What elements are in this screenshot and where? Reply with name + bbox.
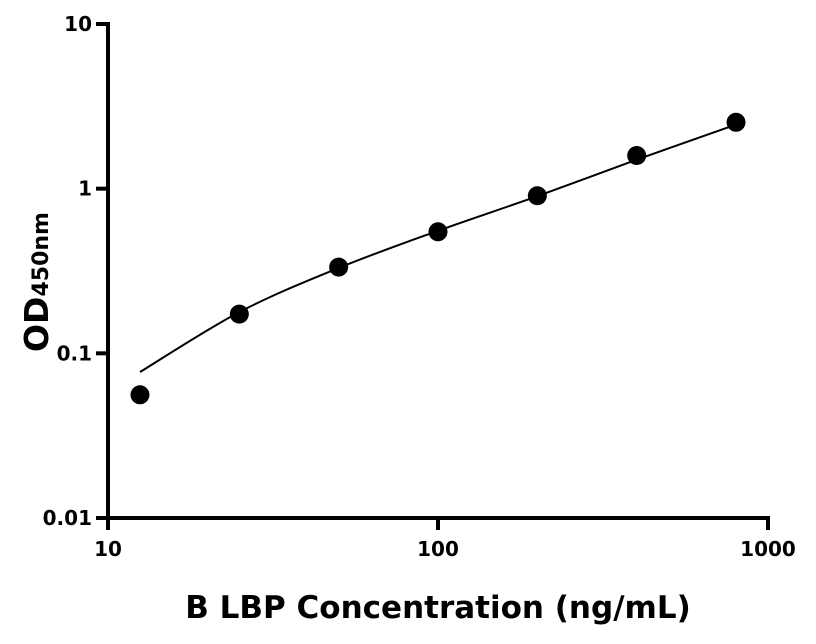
x-ticks: 10 100 1000 (94, 518, 796, 561)
axes (106, 22, 770, 520)
fit-curve (139, 123, 737, 373)
y-ticks: 0.01 0.1 1 10 (43, 12, 108, 530)
x-tick-label: 1000 (740, 537, 796, 561)
y-tick-label: 0.1 (57, 341, 92, 365)
data-point (627, 146, 647, 166)
y-axis-label-sub: 450nm (29, 212, 54, 297)
data-point (229, 304, 249, 324)
y-tick-label: 1 (78, 177, 92, 201)
data-point (726, 112, 746, 132)
data-point (130, 385, 150, 405)
x-axis-label: B LBP Concentration (ng/mL) (185, 590, 691, 626)
y-tick-label: 0.01 (43, 506, 92, 530)
data-point (428, 222, 448, 242)
data-point (329, 257, 349, 277)
y-axis-label-main: OD (17, 297, 56, 352)
y-axis-label: OD450nm (17, 212, 56, 352)
x-tick-label: 100 (417, 537, 459, 561)
y-tick-label: 10 (64, 12, 92, 36)
data-points (130, 112, 746, 405)
data-point (527, 186, 547, 206)
x-tick-label: 10 (94, 537, 122, 561)
